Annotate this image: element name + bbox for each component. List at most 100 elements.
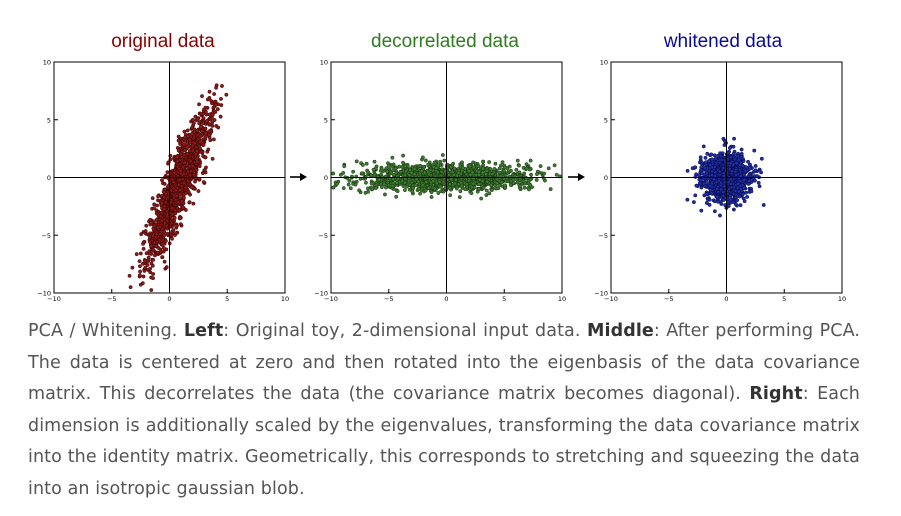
data-point bbox=[158, 232, 163, 237]
data-point bbox=[712, 209, 717, 214]
caption-left-text: : Original toy, 2-dimensional input data… bbox=[223, 321, 587, 341]
data-point bbox=[177, 192, 182, 197]
data-point bbox=[706, 159, 711, 164]
data-point bbox=[384, 185, 388, 190]
data-point bbox=[507, 164, 512, 169]
data-point bbox=[379, 185, 384, 190]
data-point bbox=[752, 178, 757, 183]
data-point bbox=[210, 101, 214, 106]
data-point bbox=[208, 138, 213, 143]
data-point bbox=[707, 202, 712, 207]
y-tick-label: −10 bbox=[594, 290, 608, 298]
data-point bbox=[528, 183, 533, 188]
data-point bbox=[527, 187, 531, 192]
data-point bbox=[759, 170, 763, 175]
data-point bbox=[181, 171, 186, 176]
data-point bbox=[183, 135, 188, 140]
arrow-head bbox=[578, 173, 585, 181]
data-point bbox=[749, 189, 754, 194]
data-point bbox=[185, 152, 190, 157]
data-point bbox=[522, 171, 527, 176]
pca-figure-row: original data −10 −5 0 5 10 10 5 0 −5 −10 decorrel… bbox=[37, 31, 846, 303]
data-point bbox=[725, 189, 729, 194]
data-point bbox=[185, 128, 190, 133]
data-point bbox=[146, 255, 151, 260]
caption-left-label: Left bbox=[183, 321, 224, 341]
data-point bbox=[196, 189, 201, 193]
data-point bbox=[395, 189, 400, 194]
data-point bbox=[160, 201, 165, 206]
data-point bbox=[154, 218, 159, 222]
x-tick-label: −5 bbox=[107, 295, 117, 303]
data-point bbox=[148, 222, 153, 227]
data-point bbox=[191, 118, 195, 123]
data-point bbox=[739, 147, 744, 152]
data-point bbox=[161, 246, 166, 250]
data-point bbox=[756, 180, 761, 185]
data-point bbox=[152, 253, 157, 258]
data-point bbox=[503, 165, 507, 170]
data-point bbox=[403, 164, 407, 169]
data-point bbox=[743, 168, 748, 173]
data-point bbox=[699, 185, 704, 190]
data-point bbox=[204, 165, 208, 170]
data-point bbox=[218, 114, 223, 119]
data-point bbox=[160, 178, 164, 183]
data-point bbox=[137, 273, 142, 278]
data-point bbox=[454, 186, 459, 191]
data-point bbox=[716, 199, 720, 204]
data-point bbox=[742, 185, 747, 190]
data-point bbox=[709, 152, 714, 157]
data-point bbox=[224, 92, 229, 97]
data-point bbox=[441, 189, 446, 194]
data-point bbox=[736, 189, 741, 194]
original-data-panel: original data −10 −5 0 5 10 10 5 0 −5 −10 bbox=[37, 31, 289, 303]
data-point bbox=[699, 208, 704, 213]
data-point bbox=[162, 259, 167, 264]
data-point bbox=[387, 176, 392, 181]
data-point bbox=[733, 202, 738, 207]
right-arrow-icon bbox=[568, 173, 585, 181]
data-point bbox=[524, 162, 529, 167]
data-point bbox=[194, 176, 199, 180]
data-point bbox=[693, 193, 698, 198]
data-point bbox=[353, 182, 358, 187]
data-point bbox=[395, 180, 400, 185]
data-point bbox=[149, 261, 154, 266]
data-point bbox=[718, 180, 723, 185]
data-point bbox=[735, 185, 740, 190]
y-tick-label: 10 bbox=[320, 59, 328, 67]
data-point bbox=[203, 155, 208, 160]
data-point bbox=[471, 160, 476, 165]
data-point bbox=[423, 188, 428, 193]
y-tick-label: 5 bbox=[47, 116, 51, 124]
data-point bbox=[554, 172, 559, 177]
data-point bbox=[137, 259, 142, 264]
data-point bbox=[195, 149, 199, 154]
data-point bbox=[369, 181, 374, 186]
data-point bbox=[346, 182, 351, 187]
data-point bbox=[429, 195, 434, 199]
data-point bbox=[502, 183, 507, 188]
data-point bbox=[489, 188, 494, 193]
data-point bbox=[138, 264, 142, 269]
data-point bbox=[712, 199, 717, 204]
data-point bbox=[188, 192, 193, 197]
data-point bbox=[422, 170, 427, 175]
data-point bbox=[484, 188, 489, 193]
data-point bbox=[162, 182, 167, 186]
data-point bbox=[416, 186, 421, 191]
data-point bbox=[166, 191, 171, 196]
data-point bbox=[534, 178, 539, 182]
data-point bbox=[143, 259, 148, 264]
data-point bbox=[709, 173, 714, 178]
data-point bbox=[203, 131, 208, 136]
data-point bbox=[471, 181, 476, 186]
data-point bbox=[438, 184, 443, 189]
data-point bbox=[162, 195, 166, 200]
data-point bbox=[420, 183, 425, 188]
data-point bbox=[726, 180, 731, 185]
data-point bbox=[130, 265, 135, 270]
data-point bbox=[477, 182, 482, 187]
data-point bbox=[471, 165, 476, 170]
